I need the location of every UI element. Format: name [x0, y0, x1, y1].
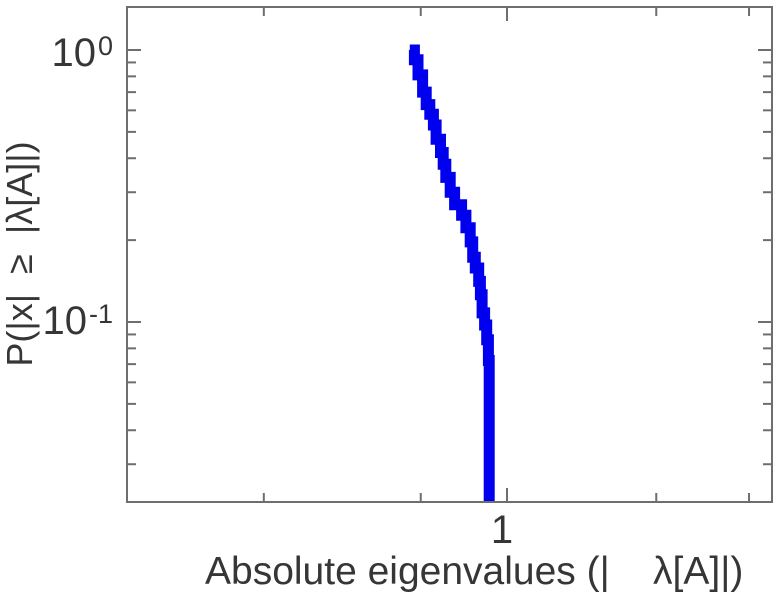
y-tick-base: 10 — [42, 299, 87, 343]
eigenvalue-ccdf-curve — [408, 44, 495, 502]
y-tick-exponent: -1 — [88, 299, 113, 329]
x-tick-label-1: 1 — [490, 508, 514, 552]
y-tick-exponent: 0 — [97, 31, 113, 61]
x-axis-label: Absolute eigenvalues (| λ[A]|) — [205, 550, 744, 593]
y-axis-label: P(|x| ≥ |λ[A]|) — [0, 141, 40, 367]
y-tick-label-1e0: 100 — [51, 31, 113, 75]
plot-frame — [126, 6, 773, 503]
y-tick-label-1e-1: 10-1 — [42, 299, 113, 343]
y-tick-base: 10 — [51, 31, 96, 75]
